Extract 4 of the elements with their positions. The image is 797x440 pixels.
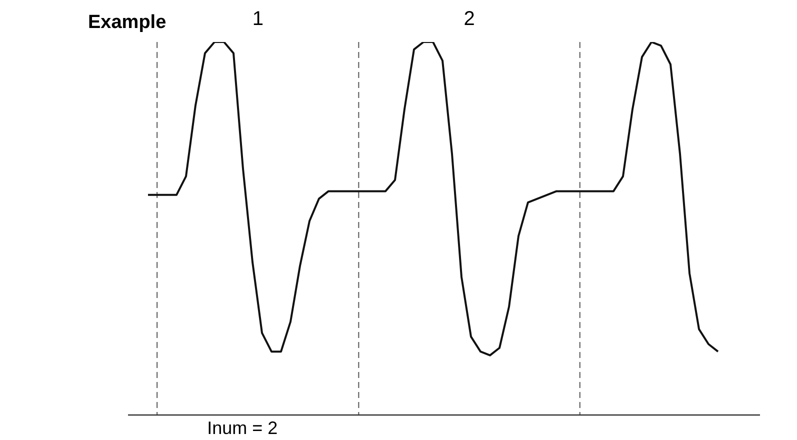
text: 2 xyxy=(462,8,476,30)
text: 1 xyxy=(251,8,264,30)
chart-title: Example xyxy=(88,12,166,34)
text: Inum = 2 xyxy=(207,418,278,439)
